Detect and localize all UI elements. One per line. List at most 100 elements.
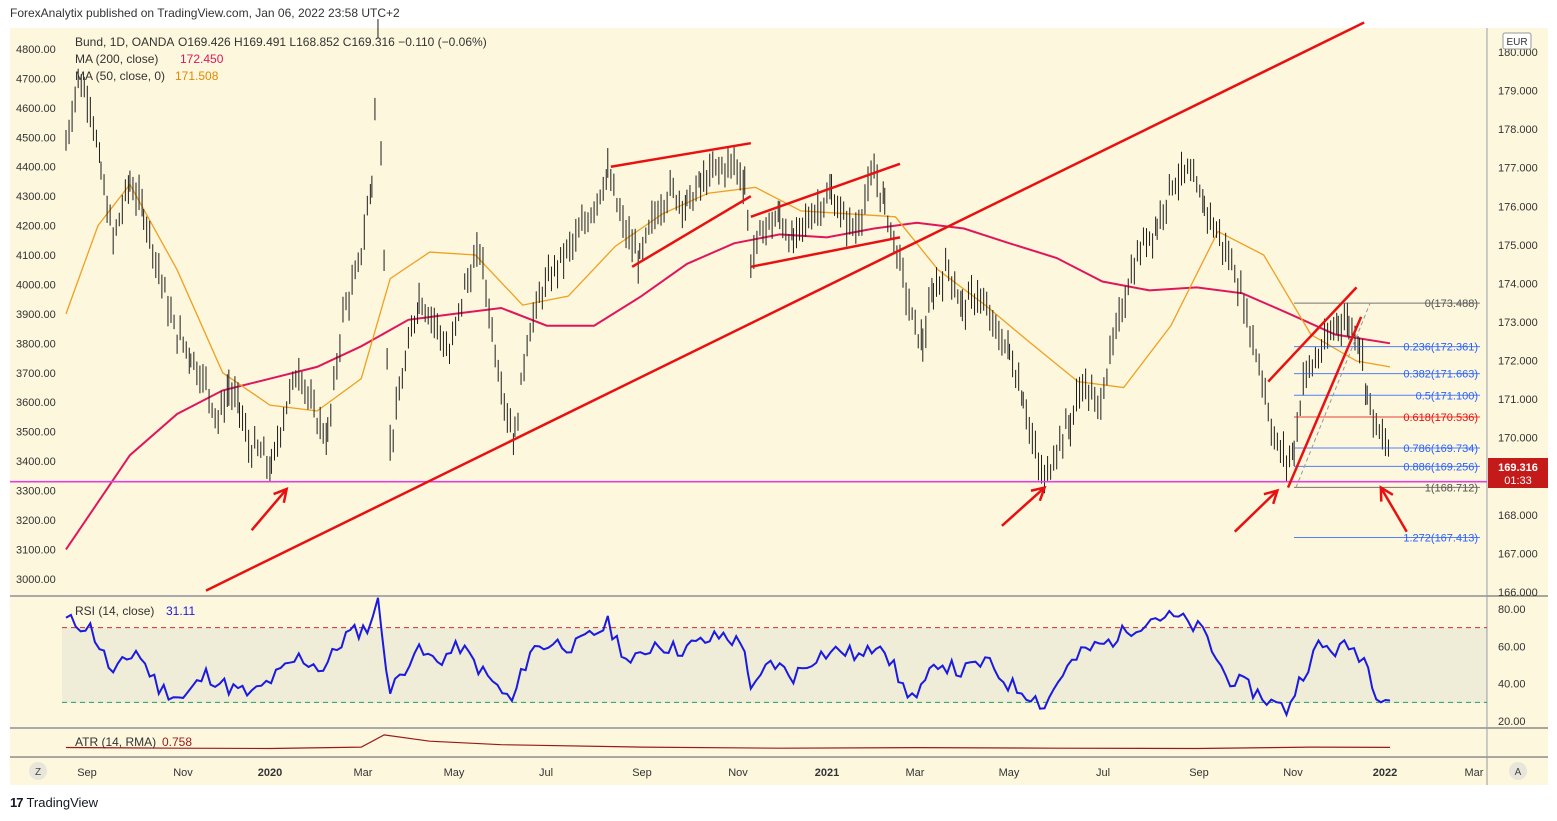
ma200-line [65, 221, 1391, 550]
rsi-line [65, 597, 1391, 718]
price-badge [1488, 458, 1548, 488]
legend-ma50: MA (50, close, 0) [75, 69, 165, 83]
left-axis-tick: 4200.00 [16, 221, 56, 233]
left-axis-tick: 4400.00 [16, 162, 56, 174]
fib-level-label: 0(173.488) [1425, 298, 1478, 310]
long-term-trendline [205, 21, 1365, 592]
atr-line [65, 734, 1391, 750]
ma50-line [65, 183, 1391, 412]
x-axis-tick: Nov [728, 767, 748, 779]
right-axis-tick: 166.000 [1498, 587, 1538, 599]
wedge-3-lower [1286, 316, 1363, 489]
right-axis-tick: 178.000 [1498, 124, 1538, 136]
tradingview-logo-icon: 17 [10, 795, 24, 810]
scale-left-label: Z [35, 767, 41, 778]
atr-value: 0.758 [162, 735, 192, 749]
support-arrow [1001, 486, 1046, 527]
left-axis-tick: 4800.00 [16, 44, 56, 56]
left-axis-tick: 3700.00 [16, 368, 56, 380]
rsi-band [62, 628, 1487, 703]
price-badge-value: 169.316 [1498, 462, 1538, 474]
fib-level-label: 0.236(172.361) [1403, 342, 1478, 354]
fib-level-label: 0.382(171.663) [1403, 369, 1478, 381]
left-axis-tick: 3300.00 [16, 486, 56, 498]
legend-ohlc: O169.426 H169.491 L168.852 C169.316 −0.1… [178, 35, 487, 49]
x-axis-tick: 2021 [815, 767, 839, 779]
rsi-axis-tick: 60.00 [1498, 641, 1526, 653]
scale-right-label: A [1515, 767, 1522, 778]
right-axis-tick: 170.000 [1498, 433, 1538, 445]
x-axis-tick: 2022 [1373, 767, 1397, 779]
left-axis-tick: 3900.00 [16, 309, 56, 321]
main-pane-bg [10, 28, 1487, 595]
support-arrow [1233, 489, 1279, 533]
right-axis-bg [1488, 28, 1548, 756]
fib-level-label: 0.886(169.256) [1403, 461, 1478, 473]
fib-level-label: 0.5(171.100) [1416, 390, 1478, 402]
legend-title: Bund, 1D, OANDA [75, 35, 174, 49]
x-axis-tick: Jul [539, 767, 553, 779]
x-axis-tick: Nov [173, 767, 193, 779]
time-axis-bg [10, 757, 1548, 785]
right-axis-tick: 175.000 [1498, 240, 1538, 252]
fib-level-label: 0.786(169.734) [1403, 443, 1478, 455]
right-axis-tick: 180.000 [1498, 47, 1538, 59]
support-arrow [250, 488, 288, 532]
support-arrow [1379, 486, 1408, 533]
right-axis-tick: 173.000 [1498, 317, 1538, 329]
x-axis-tick: Jul [1096, 767, 1110, 779]
x-axis-tick: Mar [354, 767, 373, 779]
auto-scale-left-button[interactable] [29, 762, 47, 780]
wedge-2-upper [750, 162, 901, 218]
left-axis-tick: 4500.00 [16, 132, 56, 144]
left-axis-tick: 4700.00 [16, 73, 56, 85]
rsi-label: RSI (14, close) [75, 604, 154, 618]
right-axis-tick: 168.000 [1498, 510, 1538, 522]
left-axis-tick: 3000.00 [16, 574, 56, 586]
atr-pane-bg [10, 729, 1487, 756]
atr-label: ATR (14, RMA) [75, 735, 156, 749]
support-arrow-head [1030, 485, 1047, 502]
wedge-3-upper [1267, 286, 1358, 383]
left-axis-tick: 3200.00 [16, 515, 56, 527]
footer-brand[interactable]: 17 TradingView [10, 795, 98, 810]
x-axis-tick: Sep [77, 767, 97, 779]
left-axis-tick: 3400.00 [16, 456, 56, 468]
currency-badge-label: EUR [1506, 37, 1527, 48]
x-axis-tick: Mar [906, 767, 925, 779]
wedge-1-upper [610, 141, 752, 168]
left-axis-tick: 4000.00 [16, 279, 56, 291]
right-axis-tick: 179.000 [1498, 86, 1538, 98]
right-axis-tick: 172.000 [1498, 356, 1538, 368]
fib-level-label: 1(168.712) [1425, 482, 1478, 494]
rsi-axis-tick: 80.00 [1498, 604, 1526, 616]
right-axis-tick: 176.000 [1498, 201, 1538, 213]
rsi-axis-tick: 20.00 [1498, 716, 1526, 728]
left-axis-tick: 4600.00 [16, 103, 56, 115]
left-axis-tick: 3800.00 [16, 338, 56, 350]
wedge-1-lower [631, 195, 752, 268]
x-axis-tick: Nov [1283, 767, 1303, 779]
right-axis-tick: 174.000 [1498, 278, 1538, 290]
publish-header: ForexAnalytix published on TradingView.c… [10, 6, 400, 20]
x-axis-tick: Sep [632, 767, 652, 779]
left-axis-tick: 3500.00 [16, 427, 56, 439]
legend-ma200-value: 172.450 [180, 52, 224, 66]
support-arrow-head [273, 487, 289, 503]
fib-anchor-line [1295, 302, 1371, 488]
left-axis-tick: 3600.00 [16, 397, 56, 409]
auto-scale-right-button[interactable] [1509, 762, 1527, 780]
rsi-value: 31.11 [166, 604, 195, 618]
footer-brand-label: TradingView [26, 795, 99, 810]
right-axis-tick: 171.000 [1498, 394, 1538, 406]
left-axis-tick: 4300.00 [16, 191, 56, 203]
right-axis-tick: 177.000 [1498, 163, 1538, 175]
wedge-2-lower [750, 236, 901, 269]
currency-badge[interactable] [1502, 32, 1532, 50]
x-axis-tick: Sep [1189, 767, 1209, 779]
price-badge-countdown: 01:33 [1504, 475, 1532, 487]
right-axis-tick: 167.000 [1498, 548, 1538, 560]
support-arrow-head [1379, 485, 1394, 502]
left-axis-tick: 3100.00 [16, 544, 56, 556]
